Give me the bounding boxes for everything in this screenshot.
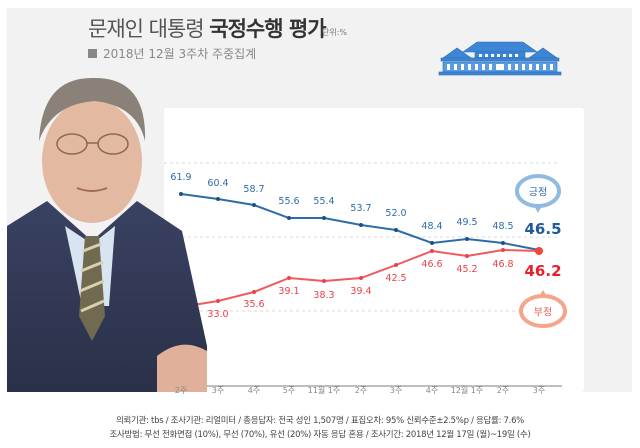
unit-label: 단위:% xyxy=(322,28,348,37)
x-tick-label: 3주 xyxy=(389,386,403,395)
negative-markers xyxy=(179,247,543,309)
negative-value-label: 42.5 xyxy=(385,273,407,284)
negative-value-label: 39.4 xyxy=(350,286,372,297)
positive-bubble-icon xyxy=(515,174,561,213)
positive-final-value: 46.5 xyxy=(524,220,562,238)
gridlines xyxy=(164,162,560,312)
blue-house-icon xyxy=(438,41,562,76)
footer-survey-info: 의뢰기관: tbs / 조사기관: 리얼미터 / 총응답자: 전국 성인 1,5… xyxy=(116,416,524,426)
x-tick-label: 3주 xyxy=(211,386,225,395)
positive-value-label: 61.9 xyxy=(170,172,192,183)
negative-final-value: 46.2 xyxy=(524,262,562,280)
footer-survey-method: 조사방법: 무선 전화면접 (10%), 무선 (70%), 유선 (20%) … xyxy=(109,430,531,440)
negative-value-label: 38.3 xyxy=(313,290,335,301)
title-bold: 국정수행 평가 xyxy=(209,17,326,41)
negative-bubble-icon xyxy=(519,290,567,328)
positive-value-label: 55.4 xyxy=(313,196,335,207)
x-tick-label: 2주 xyxy=(496,386,510,395)
positive-value-label: 60.4 xyxy=(207,178,229,189)
x-tick-label: 12월 1주 xyxy=(450,386,484,395)
negative-value-label: 33.0 xyxy=(207,309,229,320)
title-light: 문재인 대통령 xyxy=(88,17,210,41)
negative-value-label: 45.2 xyxy=(456,264,478,275)
negative-legend-label: 부정 xyxy=(533,307,553,319)
subtitle: 2018년 12월 3주차 주중집계 xyxy=(88,45,256,62)
x-tick-label: 4주 xyxy=(425,386,439,395)
positive-value-label: 55.6 xyxy=(278,196,300,207)
positive-value-label: 52.0 xyxy=(385,208,407,219)
x-tick-label: 5주 xyxy=(282,386,296,395)
x-tick-label: 3주 xyxy=(532,386,546,395)
x-tick-label: 11월 1주 xyxy=(307,386,341,395)
x-tick-label: 4주 xyxy=(247,386,261,395)
subtitle-text: 2018년 12월 3주차 주중집계 xyxy=(103,47,257,61)
x-tick-label: 2주 xyxy=(354,386,368,395)
president-photo xyxy=(7,77,207,392)
positive-value-label: 53.7 xyxy=(350,203,372,214)
positive-value-label: 48.5 xyxy=(492,221,514,232)
positive-value-label: 49.5 xyxy=(456,217,478,228)
negative-value-label: 39.1 xyxy=(278,286,300,297)
negative-value-label: 46.6 xyxy=(421,259,443,270)
negative-value-label: 46.8 xyxy=(492,259,514,270)
positive-value-label: 58.7 xyxy=(243,184,265,195)
positive-legend-label: 긍정 xyxy=(528,187,548,199)
square-bullet-icon xyxy=(88,49,97,58)
x-tick-label: 2주 xyxy=(174,386,188,395)
positive-value-label: 48.4 xyxy=(421,221,443,232)
negative-value-label: 35.6 xyxy=(243,299,265,310)
positive-markers xyxy=(179,192,505,245)
page-title: 문재인 대통령 국정수행 평가 xyxy=(88,13,327,43)
